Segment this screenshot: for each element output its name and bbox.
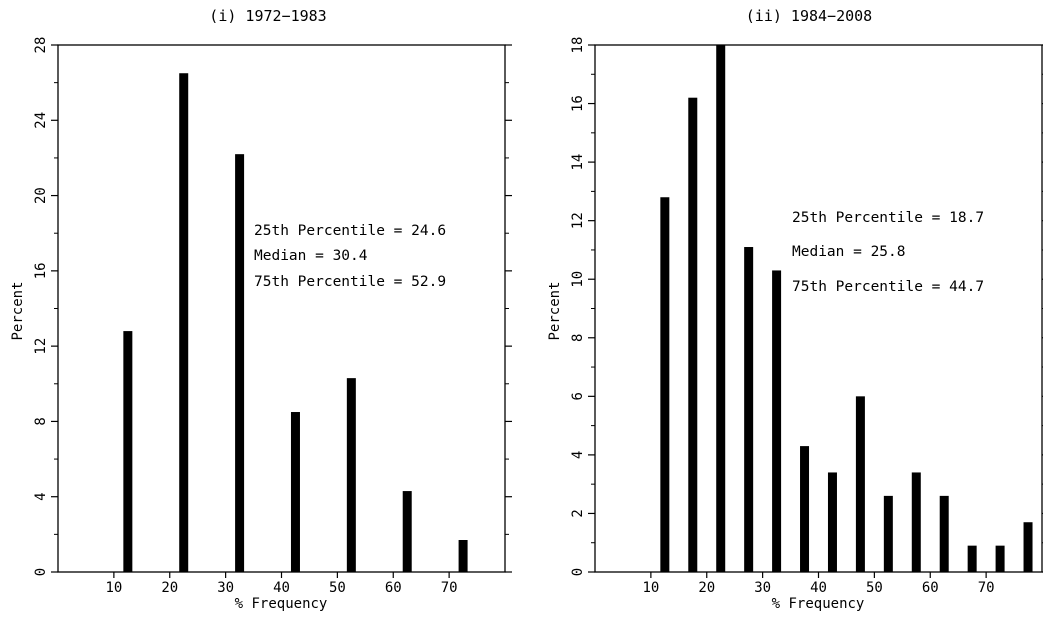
x-axis-label: % Frequency	[235, 596, 328, 612]
x-tick-label: 20	[698, 580, 715, 596]
bar	[123, 331, 133, 572]
bars	[660, 45, 1033, 572]
annotation-25th-percentile: 25th Percentile = 24.6	[254, 223, 446, 239]
bars	[123, 73, 468, 572]
x-axis-label: % Frequency	[772, 596, 865, 612]
y-tick-label: 14	[570, 154, 586, 171]
x-axis: 10 20 30 40 50 60 70	[642, 572, 995, 596]
panel-1972-1983: (i) 1972−1983 0 4 8 12 16 20 24 28 10 20 30 40 50 60…	[10, 7, 512, 612]
y-tick-label: 28	[33, 37, 49, 54]
y-tick-label: 12	[33, 338, 49, 355]
y-tick-label: 10	[570, 271, 586, 288]
y-tick-label: 4	[570, 451, 586, 459]
bar	[827, 472, 837, 572]
bar	[716, 45, 726, 572]
annotation-75th-percentile: 75th Percentile = 52.9	[254, 274, 446, 290]
x-tick-label: 10	[642, 580, 659, 596]
x-tick-label: 60	[922, 580, 939, 596]
x-tick-label: 10	[105, 580, 122, 596]
y-axis-label: Percent	[10, 281, 26, 340]
bar	[290, 412, 300, 572]
x-tick-label: 70	[441, 580, 458, 596]
y-axis-label: Percent	[547, 281, 563, 340]
y-tick-label: 4	[33, 492, 49, 500]
bar	[939, 495, 949, 572]
y-axis: 0 4 8 12 16 20 24 28	[33, 37, 512, 576]
bar	[179, 73, 189, 572]
y-tick-label: 16	[570, 95, 586, 112]
y-tick-label: 6	[570, 392, 586, 400]
y-tick-label: 16	[33, 262, 49, 279]
x-tick-label: 50	[866, 580, 883, 596]
x-tick-label: 30	[754, 580, 771, 596]
y-tick-label: 8	[33, 417, 49, 425]
y-tick-label: 0	[570, 568, 586, 576]
y-tick-label: 2	[570, 509, 586, 517]
x-tick-label: 40	[810, 580, 827, 596]
bar	[402, 491, 412, 572]
panel-1984-2008: (ii) 1984−2008 0 2 4 6 8 10 12 14 16 18 10 20 30 40 5…	[547, 7, 1043, 612]
y-tick-label: 8	[570, 334, 586, 342]
x-tick-label: 50	[329, 580, 346, 596]
annotation-median: Median = 25.8	[792, 244, 906, 260]
y-tick-label: 18	[570, 37, 586, 54]
bar	[800, 446, 810, 572]
bar	[1023, 522, 1033, 572]
bar	[660, 197, 670, 572]
bar	[772, 270, 782, 572]
x-axis: 10 20 30 40 50 60 70	[105, 572, 458, 596]
bar	[855, 396, 865, 572]
y-tick-label: 0	[33, 568, 49, 576]
bar	[995, 545, 1005, 572]
y-tick-label: 24	[33, 112, 49, 129]
bar	[235, 154, 245, 572]
y-tick-label: 20	[33, 187, 49, 204]
annotation-median: Median = 30.4	[254, 248, 368, 264]
x-tick-label: 30	[217, 580, 234, 596]
x-tick-label: 20	[161, 580, 178, 596]
bar	[883, 495, 893, 572]
bar	[967, 545, 977, 572]
bar	[688, 97, 698, 572]
bar	[346, 378, 356, 572]
y-tick-label: 12	[570, 212, 586, 229]
x-tick-label: 40	[273, 580, 290, 596]
bar	[911, 472, 921, 572]
x-tick-label: 70	[978, 580, 995, 596]
annotation-75th-percentile: 75th Percentile = 44.7	[792, 279, 984, 295]
bar	[458, 540, 468, 572]
y-axis: 0 2 4 6 8 10 12 14 16 18	[570, 37, 1043, 576]
chart-title: (ii) 1984−2008	[746, 7, 872, 25]
chart-title: (i) 1972−1983	[209, 7, 326, 25]
bar	[744, 247, 754, 572]
x-tick-label: 60	[385, 580, 402, 596]
annotation-25th-percentile: 25th Percentile = 18.7	[792, 210, 984, 226]
